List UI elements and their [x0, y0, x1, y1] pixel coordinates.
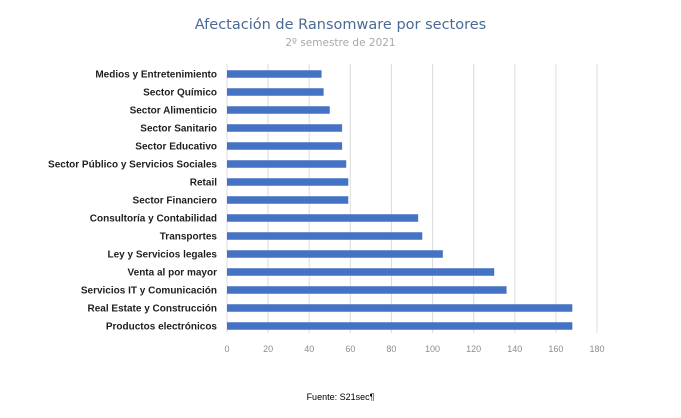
category-label: Retail: [190, 178, 217, 189]
bar: [227, 250, 443, 258]
bar: [227, 124, 343, 132]
x-tick-label: 40: [304, 344, 314, 354]
category-label: Sector Químico: [143, 88, 217, 99]
source-note: Fuente: S21sec¶: [306, 392, 375, 402]
bar: [227, 322, 573, 330]
x-tick-label: 160: [548, 344, 563, 354]
x-tick-label: 120: [466, 344, 481, 354]
bar: [227, 88, 324, 96]
category-label: Sector Sanitario: [140, 124, 217, 135]
category-label: Venta al por mayor: [128, 268, 218, 279]
chart-subtitle: 2º semestre de 2021: [285, 37, 396, 49]
bar: [227, 106, 330, 114]
bar: [227, 178, 349, 186]
category-label: Productos electrónicos: [106, 322, 218, 333]
bar: [227, 286, 507, 294]
x-tick-label: 80: [386, 344, 396, 354]
category-labels: Medios y Entretenimiento Sector Químico Se…: [48, 70, 217, 333]
x-tick-label: 0: [224, 344, 229, 354]
x-tick-label: 180: [589, 344, 604, 354]
bar: [227, 196, 349, 204]
x-tick-label: 20: [263, 344, 273, 354]
bar: [227, 214, 419, 222]
category-label: Ley y Servicios legales: [107, 250, 217, 261]
category-label: Sector Alimenticio: [130, 106, 217, 117]
category-label: Medios y Entretenimiento: [95, 70, 217, 81]
category-label: Servicios IT y Comunicación: [81, 286, 217, 297]
bar: [227, 142, 343, 150]
bar: [227, 232, 423, 240]
category-label: Transportes: [160, 232, 218, 243]
bar: [227, 268, 495, 276]
bar: [227, 160, 347, 168]
bar: [227, 70, 322, 78]
category-label: Sector Educativo: [135, 142, 217, 153]
category-label: Sector Público y Servicios Sociales: [48, 160, 217, 171]
category-label: Consultoría y Contabilidad: [90, 214, 217, 225]
x-tick-label: 100: [425, 344, 440, 354]
chart-title: Afectación de Ransomware por sectores: [194, 17, 487, 33]
category-label: Real Estate y Construcción: [88, 304, 217, 315]
x-tick-label: 140: [507, 344, 522, 354]
x-axis-tick-labels: 0 20 40 60 80 100 120 140 160 180: [224, 344, 604, 354]
bar: [227, 304, 573, 312]
category-label: Sector Financiero: [133, 196, 217, 207]
x-tick-label: 60: [345, 344, 355, 354]
bars: [227, 70, 573, 330]
